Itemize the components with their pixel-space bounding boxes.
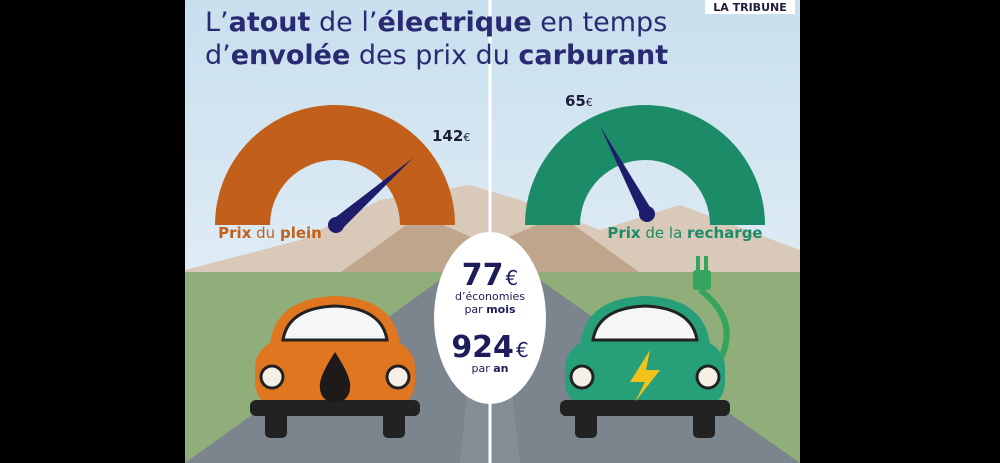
text-segment: L’ xyxy=(205,7,229,38)
text-segment: carburant xyxy=(518,40,668,71)
value: 65 xyxy=(565,92,586,110)
savings-value: 77 € xyxy=(462,258,518,293)
text-segment: des prix du xyxy=(350,40,518,71)
text-segment: d’ xyxy=(205,40,231,71)
savings-bubble xyxy=(434,232,546,404)
needle-hub xyxy=(328,217,344,233)
needle-hub xyxy=(639,206,655,222)
gauge-value: 65€ xyxy=(565,92,593,110)
fuel-car xyxy=(250,296,420,438)
unit: € xyxy=(516,338,529,362)
needle-left xyxy=(332,158,413,230)
text-segment: du xyxy=(251,224,280,242)
brand-box xyxy=(705,0,795,14)
needle-right xyxy=(600,126,653,216)
text-segment: plein xyxy=(280,224,322,242)
gauge-right xyxy=(525,105,765,225)
text-line: par mois xyxy=(464,303,516,316)
text-segment: mois xyxy=(486,303,516,316)
savings-value: 924 € xyxy=(451,330,528,365)
text-line: L’atout de l’électrique en temps xyxy=(205,7,667,38)
value: 77 xyxy=(462,258,504,293)
text-segment: atout xyxy=(229,7,311,38)
text-line: d’envolée des prix du carburant xyxy=(205,40,668,71)
unit: € xyxy=(463,131,470,144)
text-segment: an xyxy=(493,362,508,375)
text-line: Prix du plein xyxy=(218,224,322,242)
text-segment: recharge xyxy=(687,224,763,242)
text-segment: d’économies xyxy=(455,290,525,303)
gauge-value: 142€ xyxy=(432,127,470,145)
text-segment: de l’ xyxy=(310,7,377,38)
text-segment: envolée xyxy=(231,40,351,71)
text-line: par an xyxy=(471,362,508,375)
text-segment: par xyxy=(464,303,486,316)
unit: € xyxy=(586,96,593,109)
brand: LA TRIBUNE xyxy=(713,1,786,14)
gauge-left xyxy=(215,105,455,225)
text-line: Prix de la recharge xyxy=(607,224,762,242)
text-segment: de la xyxy=(641,224,687,242)
electric-car xyxy=(560,256,730,438)
text-segment: par xyxy=(471,362,493,375)
value: 142 xyxy=(432,127,463,145)
value: 924 xyxy=(451,330,514,365)
unit: € xyxy=(506,266,519,290)
text-segment: Prix xyxy=(607,224,641,242)
text-segment: électrique xyxy=(377,7,531,38)
text-segment: en temps xyxy=(532,7,668,38)
text-segment: Prix xyxy=(218,224,252,242)
text-line: d’économies xyxy=(455,290,525,303)
